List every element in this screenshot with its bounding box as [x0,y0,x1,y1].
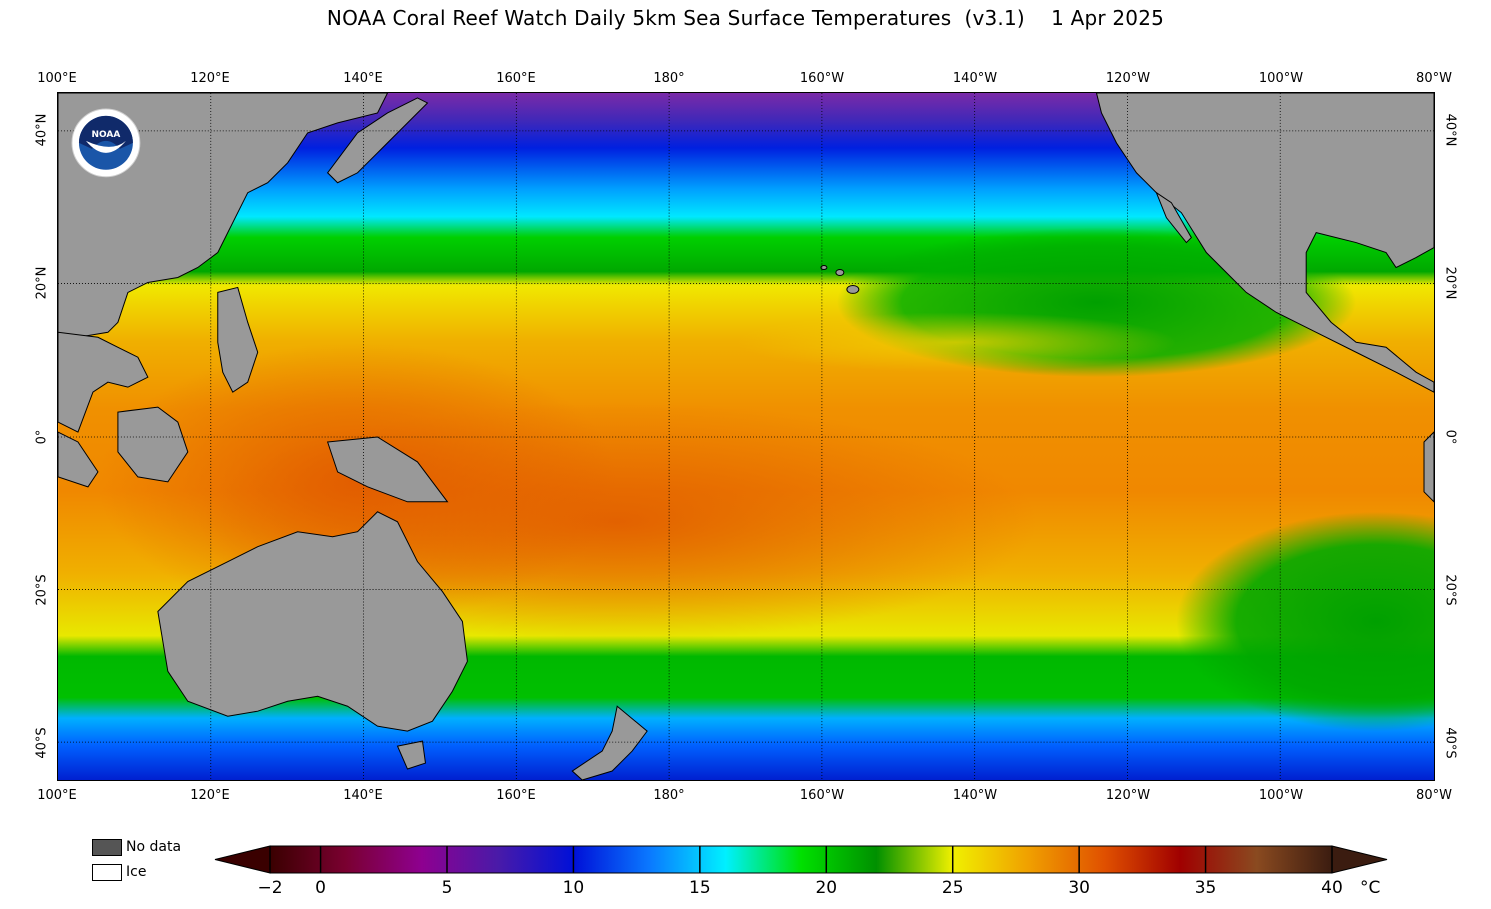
land-tasmania [396,740,427,770]
lat-label-left: 40°N [34,113,50,147]
land-new-zealand [571,705,648,780]
lon-label-top: 100°E [37,71,77,86]
lon-label-bottom: 100°E [37,788,77,803]
lat-label-left: 0° [34,429,50,445]
ice-label: Ice [126,864,147,880]
land-masses [58,93,1434,780]
colorbar-tick-label: 25 [941,878,964,898]
lon-label-top: 140°E [343,71,383,86]
land-south-america [1423,431,1434,503]
no-data-swatch [92,839,122,856]
graticule [58,93,1434,780]
logo-text: NOAA [92,130,121,140]
colorbar-tick-label: 30 [1068,878,1090,898]
colorbar-gradient [269,845,1333,874]
colorbar-tick-label: 0 [315,878,326,898]
lon-label-top: 180° [653,71,685,86]
land-borneo [117,406,189,483]
colorbar-tick-label: 35 [1194,878,1217,898]
land-sumatra [58,431,99,488]
colorbar-max-extend [1331,845,1388,874]
lon-label-bottom: 140°E [343,788,383,803]
lon-label-top: 120°E [190,71,230,86]
southeast-cool-region [1176,511,1434,732]
sst-map: NOAA [57,92,1435,781]
colorbar-min-extend [214,845,271,874]
lon-label-bottom: 180° [653,788,685,803]
lat-label-right: 0° [1442,429,1458,445]
no-data-label: No data [126,839,182,855]
lon-label-top: 80°W [1416,71,1452,86]
land-baja [1155,191,1192,244]
ice-swatch [92,864,122,881]
lon-label-bottom: 100°W [1258,788,1304,803]
noaa-logo-icon: NOAA [71,108,141,178]
lon-label-top: 120°W [1105,71,1151,86]
land-new-guinea [326,436,449,503]
lat-label-left: 20°S [34,574,50,606]
hawaii-islands [820,264,860,294]
lon-label-top: 100°W [1258,71,1304,86]
colorbar-tick-label: 10 [562,878,585,898]
colorbar-tick-label: 5 [441,878,453,898]
colorbar-tick-label: 40 [1321,878,1343,898]
lat-label-right: 20°N [1442,266,1458,300]
colorbar-tick-label: −2 [257,878,283,898]
lon-label-top: 160°W [799,71,845,86]
lat-label-right: 40°S [1442,727,1458,759]
colorbar-tick-label: 15 [689,878,711,898]
lon-label-top: 140°W [952,71,998,86]
lon-label-bottom: 120°E [190,788,230,803]
lon-label-bottom: 160°E [496,788,536,803]
lat-label-left: 20°N [34,266,50,300]
lon-label-top: 160°E [496,71,536,86]
lat-label-right: 40°N [1442,113,1458,147]
lon-label-bottom: 140°W [952,788,998,803]
lon-label-bottom: 80°W [1416,788,1452,803]
map-title: NOAA Coral Reef Watch Daily 5km Sea Surf… [326,6,1165,30]
land-philippines [217,286,259,393]
subtropical-band [737,312,1177,373]
land-asia [58,93,389,338]
lon-label-bottom: 120°W [1105,788,1151,803]
colorbar-tick-label: 20 [815,878,838,898]
colorbar-unit: °C [1360,878,1381,898]
land-indochina [58,331,149,433]
lat-label-right: 20°S [1442,574,1458,606]
lat-label-left: 40°S [34,727,50,759]
lon-label-bottom: 160°W [799,788,845,803]
land-japan [326,97,429,184]
land-australia [157,511,468,732]
